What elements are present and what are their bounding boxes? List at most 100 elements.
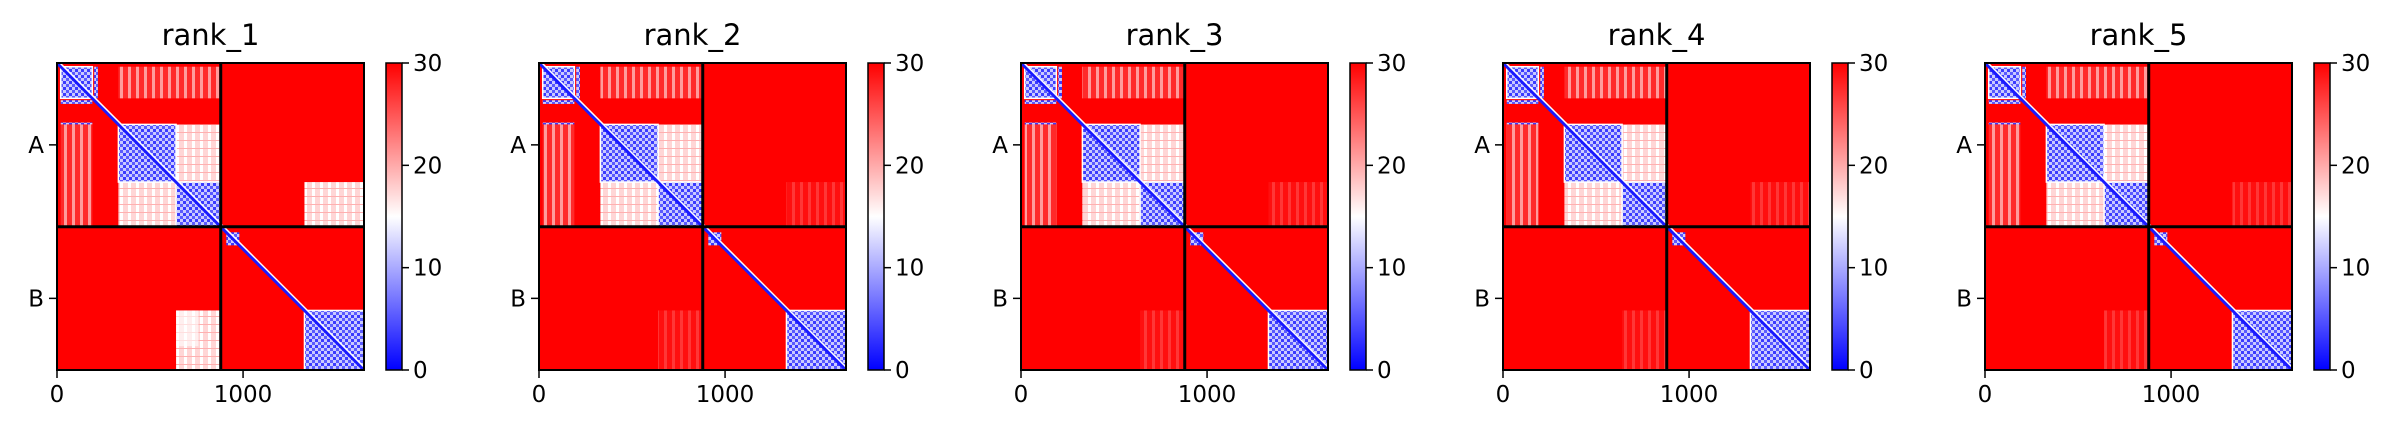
interchain-faint xyxy=(786,182,846,227)
colorbar-tick-label: 10 xyxy=(2341,256,2370,282)
y-tick-label: A xyxy=(1956,133,1972,159)
panel-4: rank_4 0 1000 A B 0 10 20 30 xyxy=(1474,18,1888,408)
diagonal-halo xyxy=(1505,62,1811,368)
x-tick-label: 0 xyxy=(1496,382,1511,408)
intra-a-stripes xyxy=(1506,124,1539,227)
colorbar xyxy=(1349,62,1367,371)
intra-a-light xyxy=(600,182,659,227)
heatmap-frame xyxy=(1984,62,2293,371)
diagonal xyxy=(55,61,366,372)
intra-a-light xyxy=(176,124,221,183)
y-tick-label: A xyxy=(28,133,44,159)
colorbar-tick-label: 30 xyxy=(2341,51,2370,77)
interchain-patch xyxy=(304,182,364,227)
interchain-faint xyxy=(658,310,703,370)
interchain-faint xyxy=(1622,310,1667,370)
intra-a-light xyxy=(118,182,177,227)
contact-strip xyxy=(1024,122,1057,125)
diagonal-halo xyxy=(541,62,847,368)
contact-strip xyxy=(542,100,575,104)
colorbar-tick-label: 0 xyxy=(1859,358,1874,384)
colorbar-tick-label: 0 xyxy=(895,358,910,384)
panel-title: rank_4 xyxy=(1608,18,1706,52)
panel-title: rank_5 xyxy=(2090,18,2188,52)
colorbar-tick-label: 20 xyxy=(1377,153,1406,179)
interchain-faint xyxy=(2104,310,2149,370)
heatmap-frame xyxy=(1502,62,1811,371)
colorbar xyxy=(867,62,885,371)
contact-strip xyxy=(1540,66,1544,99)
colorbar-tick-label: 20 xyxy=(2341,153,2370,179)
contact-strip xyxy=(1058,66,1062,99)
y-tick-label: B xyxy=(1474,286,1490,312)
y-tick-label: A xyxy=(510,133,526,159)
contact-strip xyxy=(60,122,93,125)
x-tick-label: 1000 xyxy=(214,382,273,408)
x-tick-label: 1000 xyxy=(2142,382,2201,408)
contact-strip xyxy=(94,66,98,99)
y-tick-label: B xyxy=(28,286,44,312)
x-tick-label: 0 xyxy=(532,382,547,408)
intra-a-stripes xyxy=(1564,66,1667,99)
contact-strip xyxy=(1988,100,2021,104)
diagonal-halo xyxy=(59,62,365,368)
intra-a-light xyxy=(1564,182,1623,227)
colorbar-tick-label: 0 xyxy=(413,358,428,384)
interchain-faint xyxy=(1750,182,1810,227)
colorbar-tick-label: 30 xyxy=(1859,51,1888,77)
diagonal xyxy=(1983,61,2294,372)
x-tick-label: 0 xyxy=(1014,382,1029,408)
heatmap-frame xyxy=(538,62,847,371)
colorbar-tick-label: 10 xyxy=(413,256,442,282)
contact-strip xyxy=(576,66,580,99)
y-tick-label: B xyxy=(510,286,526,312)
panel-2: rank_2 0 1000 A B 0 10 20 30 xyxy=(510,18,924,408)
contact-strip xyxy=(60,100,93,104)
heatmap-frame xyxy=(1020,62,1329,371)
panel-title: rank_1 xyxy=(162,18,260,52)
y-tick-label: A xyxy=(1474,133,1490,159)
colorbar-tick-label: 0 xyxy=(2341,358,2356,384)
contact-strip xyxy=(1988,122,2021,125)
interchain-faint xyxy=(2232,182,2292,227)
intra-a-stripes xyxy=(118,66,221,99)
colorbar-tick-label: 20 xyxy=(1859,153,1888,179)
y-tick-label: B xyxy=(992,286,1008,312)
contact-strip xyxy=(1024,100,1057,104)
y-tick-label: A xyxy=(992,133,1008,159)
y-tick-label: B xyxy=(1956,286,1972,312)
heatmap-frame xyxy=(56,62,365,371)
intra-a-light xyxy=(1140,124,1185,183)
intra-a-stripes xyxy=(1988,124,2021,227)
colorbar xyxy=(385,62,403,371)
diagonal-halo xyxy=(1023,62,1329,368)
x-tick-label: 0 xyxy=(50,382,65,408)
diagonal xyxy=(537,61,848,372)
contact-strip xyxy=(542,122,575,125)
intra-a-light xyxy=(1082,182,1141,227)
panel-title: rank_3 xyxy=(1126,18,1224,52)
colorbar xyxy=(2313,62,2331,371)
intra-a-stripes xyxy=(1024,124,1057,227)
intra-a-stripes xyxy=(542,124,575,227)
intra-a-stripes xyxy=(1082,66,1185,99)
intra-a-light xyxy=(1622,124,1667,183)
diagonal xyxy=(1019,61,1330,372)
interchain-faint xyxy=(1140,310,1185,370)
diagonal xyxy=(1501,61,1812,372)
diagonal-halo xyxy=(1987,62,2293,368)
colorbar-tick-label: 10 xyxy=(1859,256,1888,282)
panel-3: rank_3 0 1000 A B 0 10 20 30 xyxy=(992,18,1406,408)
colorbar-tick-label: 30 xyxy=(895,51,924,77)
intra-a-stripes xyxy=(60,124,93,227)
intra-a-light xyxy=(2104,124,2149,183)
interchain-faint xyxy=(1268,182,1328,227)
contact-strip xyxy=(2022,66,2026,99)
colorbar-tick-label: 10 xyxy=(1377,256,1406,282)
colorbar-tick-label: 20 xyxy=(895,153,924,179)
x-tick-label: 1000 xyxy=(696,382,755,408)
x-tick-label: 0 xyxy=(1978,382,1993,408)
intra-a-light xyxy=(2046,182,2105,227)
intra-a-stripes xyxy=(600,66,703,99)
